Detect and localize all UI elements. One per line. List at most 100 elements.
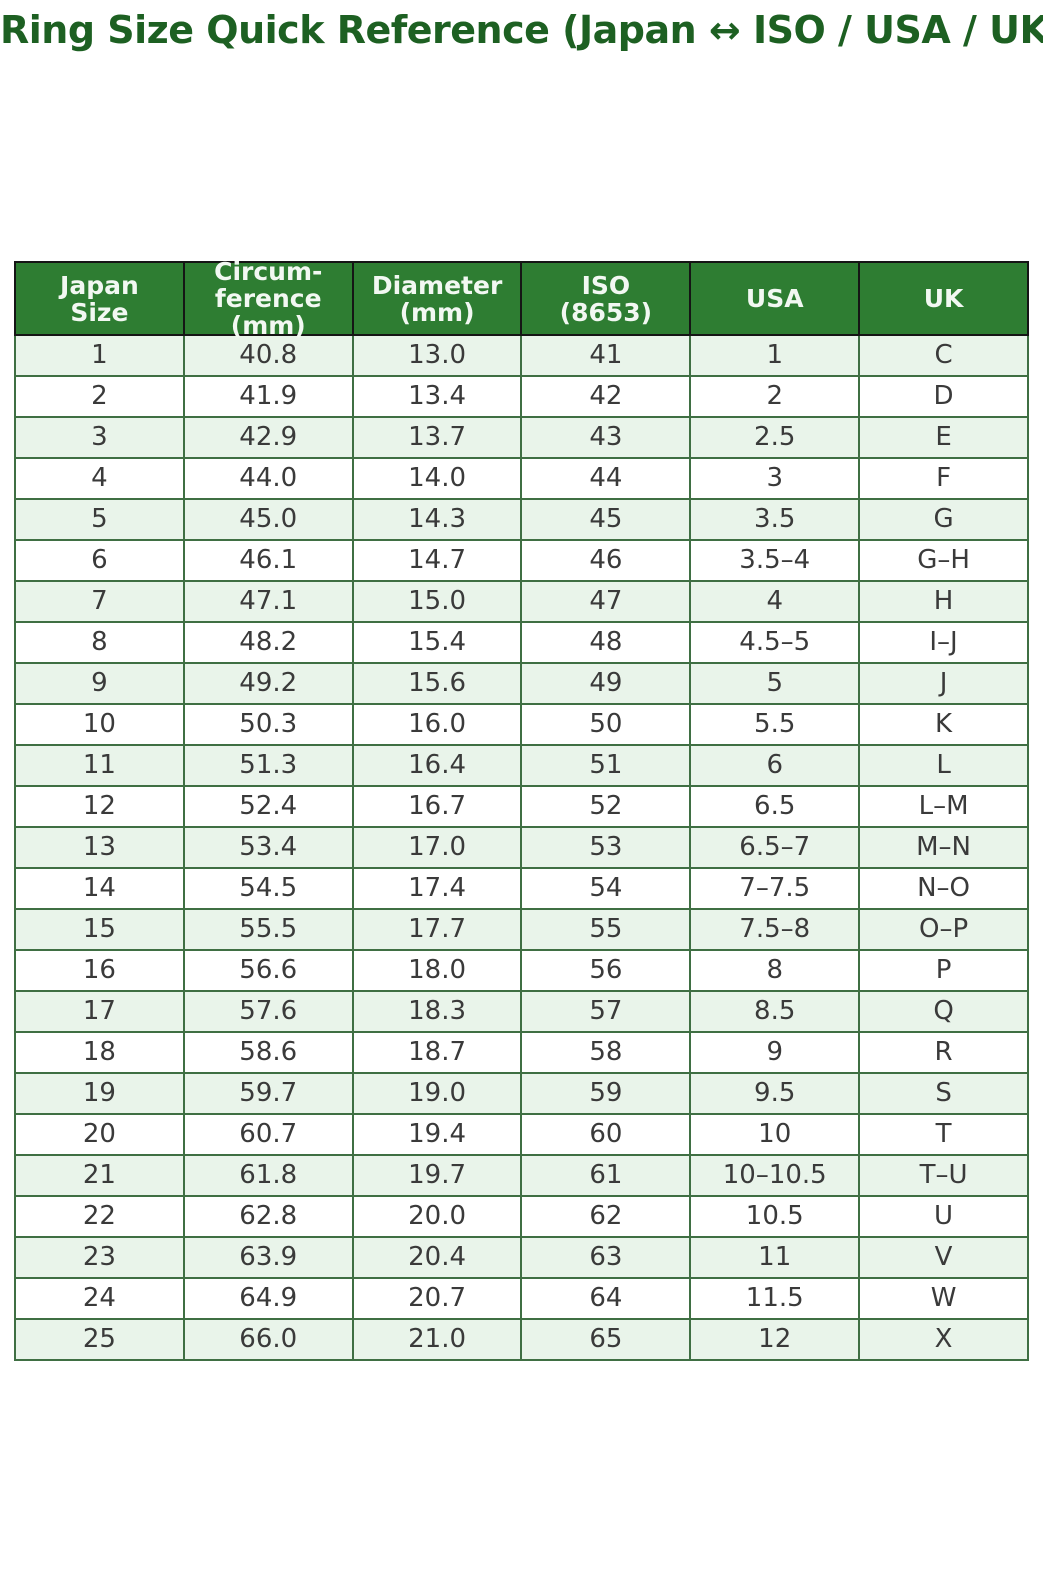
column-header-japan-size: Japan Size: [14, 261, 185, 336]
cell: 7.5–8: [689, 908, 861, 951]
column-header-label: UK: [923, 284, 964, 313]
cell: 3.5–4: [689, 539, 861, 582]
cell: 58: [520, 1031, 692, 1074]
column-header-label: Diameter (mm): [371, 270, 503, 327]
cell: 7: [14, 580, 185, 623]
cell: 64.9: [182, 1277, 354, 1320]
cell: 41.9: [182, 375, 354, 418]
cell: 42: [520, 375, 692, 418]
column-header-circumference: Circum- ference (mm): [182, 258, 354, 339]
cell: 20.0: [351, 1195, 523, 1238]
table-row: 11 51.3 16.4 51 6 L: [14, 744, 1029, 787]
cell: 42.9: [182, 416, 354, 459]
cell: T–U: [858, 1154, 1029, 1197]
cell: Q: [858, 990, 1029, 1033]
table-row: 9 49.2 15.6 49 5 J: [14, 662, 1029, 705]
cell: 17: [14, 990, 185, 1033]
table-row: 14 54.5 17.4 54 7–7.5 N–O: [14, 867, 1029, 910]
cell: W: [858, 1277, 1029, 1320]
cell: 54.5: [182, 867, 354, 910]
cell: 14.0: [351, 457, 523, 500]
cell: 1: [14, 334, 185, 377]
cell: U: [858, 1195, 1029, 1238]
cell: 17.7: [351, 908, 523, 951]
cell: 7–7.5: [689, 867, 861, 910]
cell: 41: [520, 334, 692, 377]
column-header-iso: ISO (8653): [520, 261, 692, 336]
cell: 44: [520, 457, 692, 500]
cell: 44.0: [182, 457, 354, 500]
cell: 9: [689, 1031, 861, 1074]
cell: 13.4: [351, 375, 523, 418]
cell: 15.6: [351, 662, 523, 705]
cell: 53.4: [182, 826, 354, 869]
cell: 21.0: [351, 1318, 523, 1361]
cell: 17.0: [351, 826, 523, 869]
cell: 63: [520, 1236, 692, 1279]
cell: 16: [14, 949, 185, 992]
cell: 16.7: [351, 785, 523, 828]
cell: 11.5: [689, 1277, 861, 1320]
cell: 9: [14, 662, 185, 705]
table-row: 12 52.4 16.7 52 6.5 L–M: [14, 785, 1029, 828]
cell: 62: [520, 1195, 692, 1238]
table-header: Japan Size Circum- ference (mm) Diameter…: [14, 258, 1029, 339]
cell: 57.6: [182, 990, 354, 1033]
cell: I–J: [858, 621, 1029, 664]
table-body: 1 40.8 13.0 41 1 C 2 41.9 13.4 42 2 D 3 42.9 13.7 43 2.5…: [14, 334, 1029, 1361]
cell: 45: [520, 498, 692, 541]
table-row: 24 64.9 20.7 64 11.5 W: [14, 1277, 1029, 1320]
cell: 50.3: [182, 703, 354, 746]
cell: K: [858, 703, 1029, 746]
cell: 58.6: [182, 1031, 354, 1074]
cell: 18: [14, 1031, 185, 1074]
cell: 13.0: [351, 334, 523, 377]
cell: F: [858, 457, 1029, 500]
cell: J: [858, 662, 1029, 705]
cell: 52.4: [182, 785, 354, 828]
cell: 43: [520, 416, 692, 459]
cell: 6: [689, 744, 861, 787]
cell: 10–10.5: [689, 1154, 861, 1197]
cell: 15.0: [351, 580, 523, 623]
cell: 6: [14, 539, 185, 582]
cell: 18.0: [351, 949, 523, 992]
cell: 59.7: [182, 1072, 354, 1115]
cell: 11: [689, 1236, 861, 1279]
cell: N–O: [858, 867, 1029, 910]
cell: 10: [689, 1113, 861, 1156]
cell: 48.2: [182, 621, 354, 664]
cell: M–N: [858, 826, 1029, 869]
cell: 24: [14, 1277, 185, 1320]
cell: 64: [520, 1277, 692, 1320]
cell: 6.5: [689, 785, 861, 828]
table-row: 23 63.9 20.4 63 11 V: [14, 1236, 1029, 1279]
table-row: 10 50.3 16.0 50 5.5 K: [14, 703, 1029, 746]
cell: 18.3: [351, 990, 523, 1033]
cell: 62.8: [182, 1195, 354, 1238]
table-row: 7 47.1 15.0 47 4 H: [14, 580, 1029, 623]
column-header-label: Japan Size: [60, 270, 139, 327]
table-row: 3 42.9 13.7 43 2.5 E: [14, 416, 1029, 459]
cell: 16.4: [351, 744, 523, 787]
column-header-label: USA: [745, 284, 804, 313]
cell: G–H: [858, 539, 1029, 582]
cell: 3.5: [689, 498, 861, 541]
column-header-usa: USA: [689, 261, 861, 336]
cell: 60.7: [182, 1113, 354, 1156]
cell: 15.4: [351, 621, 523, 664]
cell: 56: [520, 949, 692, 992]
cell: 13.7: [351, 416, 523, 459]
column-header-diameter: Diameter (mm): [351, 261, 523, 336]
cell: 15: [14, 908, 185, 951]
cell: 12: [689, 1318, 861, 1361]
cell: 22: [14, 1195, 185, 1238]
table-row: 13 53.4 17.0 53 6.5–7 M–N: [14, 826, 1029, 869]
cell: 63.9: [182, 1236, 354, 1279]
cell: 47: [520, 580, 692, 623]
cell: 16.0: [351, 703, 523, 746]
cell: 52: [520, 785, 692, 828]
cell: 50: [520, 703, 692, 746]
cell: 2: [689, 375, 861, 418]
table-row: 15 55.5 17.7 55 7.5–8 O–P: [14, 908, 1029, 951]
